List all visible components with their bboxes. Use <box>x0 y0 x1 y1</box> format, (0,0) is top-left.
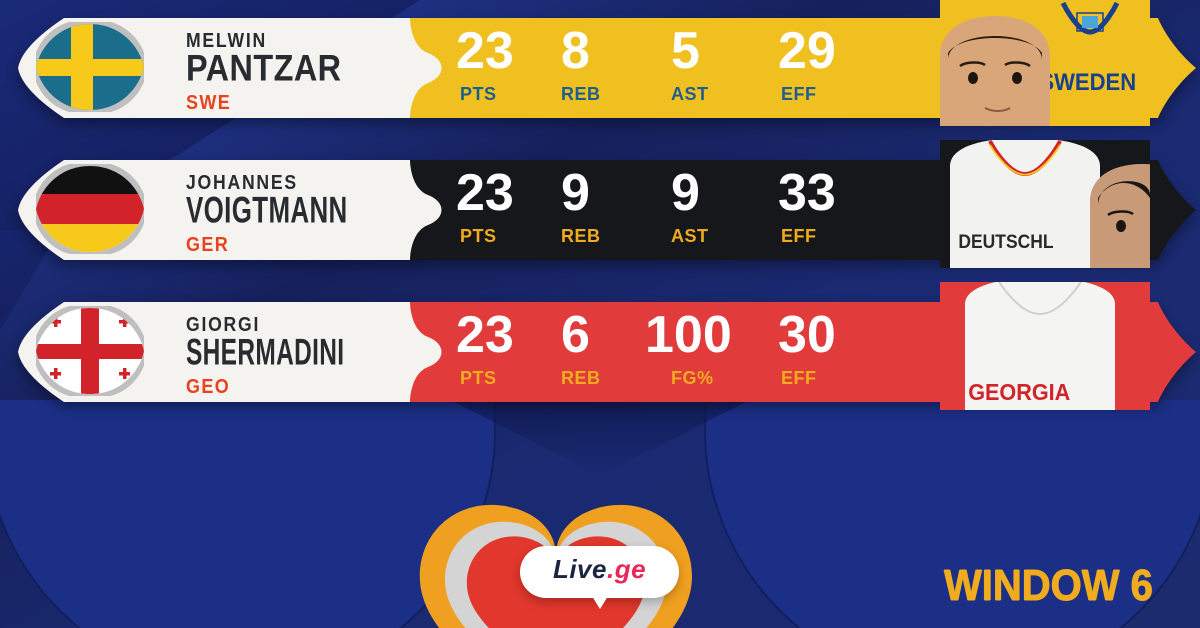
svg-text:SWEDEN: SWEDEN <box>1039 68 1136 95</box>
svg-text:DEUTSCHL: DEUTSCHL <box>958 230 1053 252</box>
svg-text:GEORGIA: GEORGIA <box>968 379 1070 405</box>
